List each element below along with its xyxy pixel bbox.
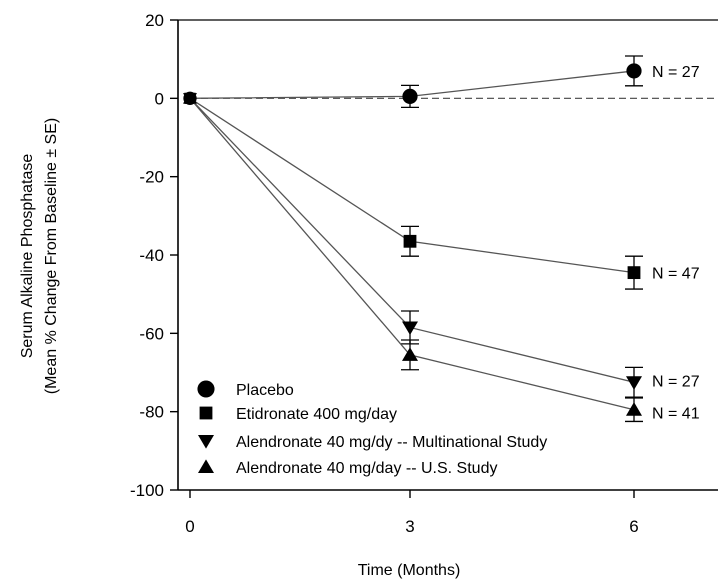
data-point — [626, 376, 642, 390]
legend-label: Alendronate 40 mg/day -- U.S. Study — [236, 460, 497, 477]
data-point — [626, 402, 642, 416]
legend-label: Alendronate 40 mg/dy -- Multinational St… — [236, 434, 547, 451]
n-label: N = 27 — [652, 373, 700, 390]
y-tick-label: 20 — [145, 11, 164, 30]
y-tick-label: 0 — [155, 89, 164, 108]
series-circle: N = 27 — [183, 55, 700, 108]
data-point — [183, 91, 197, 104]
y-axis-title-line-1: Serum Alkaline Phosphatase — [19, 154, 36, 359]
n-label: N = 47 — [652, 266, 700, 283]
x-axis-title: Time (Months) — [358, 562, 461, 579]
series-line — [189, 97, 635, 411]
legend-marker — [198, 459, 214, 473]
y-tick-label: -60 — [139, 324, 164, 343]
y-tick-label: -20 — [139, 168, 164, 187]
series-triangle-down: N = 27 — [183, 93, 700, 398]
n-label: N = 27 — [652, 64, 700, 81]
legend-marker — [199, 406, 213, 420]
legend-marker — [197, 380, 215, 398]
x-tick-label: 3 — [405, 517, 414, 536]
y-tick-label: -100 — [130, 481, 164, 500]
legend-label: Etidronate 400 mg/day — [236, 406, 397, 423]
x-tick-label: 6 — [629, 517, 638, 536]
plot-area: 20 0 -20 -40 -60 -80 -100 0 3 6 N = 27 N = 47 N = 27… — [130, 11, 718, 536]
data-point — [627, 266, 641, 280]
y-axis-title-line-2: (Mean % Change From Baseline ± SE) — [43, 118, 60, 394]
x-tick-label: 0 — [185, 517, 194, 536]
data-point — [402, 321, 418, 336]
data-point — [402, 347, 418, 361]
y-tick-label: -80 — [139, 403, 164, 422]
legend: Placebo Etidronate 400 mg/day Alendronate … — [197, 380, 547, 477]
n-label: N = 41 — [652, 406, 700, 423]
legend-marker — [198, 435, 214, 449]
series-triangle-up: N = 41 — [183, 91, 700, 423]
legend-label: Placebo — [236, 382, 294, 399]
y-tick-label: -40 — [139, 246, 164, 265]
data-point — [403, 234, 417, 248]
data-point — [402, 88, 418, 104]
series-square: N = 47 — [184, 92, 700, 290]
data-point — [626, 63, 642, 79]
